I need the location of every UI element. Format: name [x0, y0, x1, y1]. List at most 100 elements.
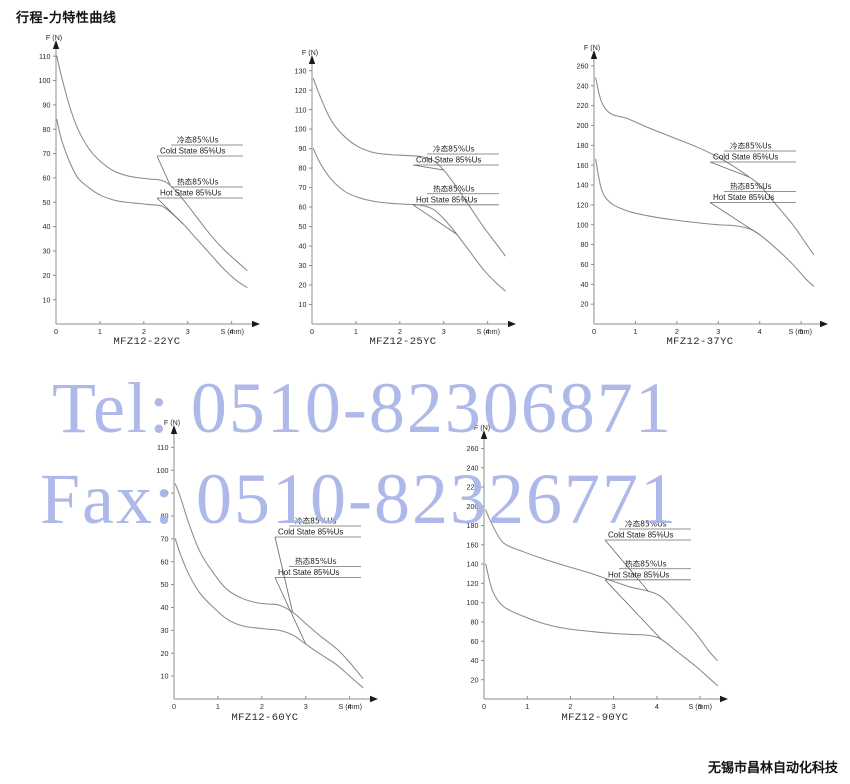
annotation-label-cn: 热态85%Us [177, 177, 219, 187]
y-tick-label: 240 [467, 463, 479, 472]
y-tick-label: 90 [43, 100, 51, 109]
annotation-label-cn: 热态85%Us [295, 556, 337, 566]
annotation-label-cn: 冷态85%Us [625, 519, 667, 529]
x-tick-label: 1 [98, 327, 102, 336]
y-tick-label: 30 [161, 626, 169, 635]
y-tick-label: 60 [299, 203, 307, 212]
x-axis-arrow [370, 695, 378, 703]
curve-hot-state [485, 563, 718, 687]
annotation-cold-state: 冷态85%Us Cold State 85%Us [412, 144, 499, 171]
y-tick-label: 200 [577, 121, 589, 130]
chart-caption-mfz12-60yc: MFZ12-60YC [231, 712, 299, 724]
chart-caption-mfz12-22yc: MFZ12-22YC [113, 336, 181, 348]
curve-cold-state [595, 77, 815, 256]
x-tick-label: 3 [442, 327, 446, 336]
annotation-hot-state: 热态85%Us Hot State 85%Us [412, 183, 499, 235]
x-tick-label: 2 [675, 327, 679, 336]
x-tick-label: 2 [260, 702, 264, 711]
y-tick-label: 200 [467, 502, 479, 511]
y-tick-label: 100 [295, 125, 307, 134]
y-tick-label: 50 [299, 222, 307, 231]
y-tick-label: 100 [467, 598, 479, 607]
x-tick-label: 0 [310, 327, 314, 336]
annotation-label-en: Cold State 85%Us [416, 156, 481, 165]
annotation-label-cn: 热态85%Us [730, 181, 772, 191]
y-tick-label: 120 [577, 200, 589, 209]
annotation-label-cn: 热态85%Us [433, 183, 475, 193]
y-tick-label: 80 [299, 164, 307, 173]
y-tick-label: 20 [471, 675, 479, 684]
page-title: 行程-力特性曲线 [16, 11, 117, 26]
curve-hot-state [312, 148, 506, 292]
x-tick-label: 1 [354, 327, 358, 336]
x-tick-label: 1 [525, 702, 529, 711]
y-tick-label: 60 [471, 637, 479, 646]
x-tick-label: 1 [216, 702, 220, 711]
x-axis-title: S (mm) [476, 327, 500, 336]
y-axis-arrow [308, 55, 316, 64]
y-tick-label: 50 [161, 580, 169, 589]
y-axis-title: F (N) [474, 423, 490, 432]
annotation-label-en: Hot State 85%Us [416, 195, 477, 204]
y-tick-label: 240 [577, 81, 589, 90]
curve-hot-state [56, 118, 248, 289]
chart-mfz12-60yc: 10 20 30 40 50 60 70 80 90 100 110 0 1 2 3 4 F (N) S (mm)… [140, 415, 390, 725]
x-tick-label: 2 [398, 327, 402, 336]
y-tick-label: 70 [43, 149, 51, 158]
x-axis-title: S (mm) [220, 327, 244, 336]
y-tick-label: 100 [39, 76, 51, 85]
x-axis-title: S (mm) [688, 702, 712, 711]
y-tick-label: 10 [161, 672, 169, 681]
x-tick-label: 2 [142, 327, 146, 336]
y-tick-label: 40 [299, 242, 307, 251]
y-tick-label: 40 [43, 222, 51, 231]
y-tick-label: 60 [161, 557, 169, 566]
x-tick-label: 4 [655, 702, 659, 711]
x-tick-label: 4 [758, 327, 762, 336]
y-tick-label: 40 [161, 603, 169, 612]
annotation-label-en: Hot State 85%Us [713, 193, 774, 202]
annotation-label-cn: 热态85%Us [625, 558, 667, 568]
x-tick-label: 3 [612, 702, 616, 711]
annotation-label-en: Cold State 85%Us [713, 153, 778, 162]
y-tick-label: 20 [161, 649, 169, 658]
x-tick-label: 3 [304, 702, 308, 711]
annotation-cold-state: 冷态85%Us Cold State 85%Us [604, 519, 691, 592]
y-tick-label: 160 [467, 540, 479, 549]
y-tick-label: 20 [299, 281, 307, 290]
y-axis-title: F (N) [164, 418, 180, 427]
y-tick-label: 180 [577, 141, 589, 150]
y-tick-label: 80 [581, 240, 589, 249]
chart-caption-mfz12-90yc: MFZ12-90YC [561, 712, 629, 724]
annotation-hot-state: 热态85%Us Hot State 85%Us [709, 181, 796, 236]
curve-hot-state [174, 538, 364, 689]
chart-mfz12-25yc: 10 20 30 40 50 60 70 80 90 100 110 120 130 0 1 2 3 4 F (N)… [278, 45, 528, 350]
y-axis-arrow [52, 40, 60, 49]
annotation-cold-state: 冷态85%Us Cold State 85%Us [274, 516, 361, 613]
annotation-label-cn: 冷态85%Us [730, 141, 772, 151]
x-tick-label: 2 [568, 702, 572, 711]
x-axis-arrow [820, 320, 828, 328]
y-tick-label: 80 [161, 512, 169, 521]
x-tick-label: 4 [486, 327, 490, 336]
y-tick-label: 80 [43, 125, 51, 134]
curve-cold-state [312, 77, 506, 257]
x-tick-label: 5 [799, 327, 803, 336]
y-axis-arrow [170, 425, 178, 434]
x-tick-label: 5 [698, 702, 702, 711]
y-tick-label: 70 [299, 183, 307, 192]
y-tick-label: 220 [577, 101, 589, 110]
x-axis-title: S (mm) [788, 327, 812, 336]
annotation-label-en: Hot State 85%Us [160, 189, 221, 198]
y-tick-label: 20 [43, 271, 51, 280]
chart-caption-mfz12-37yc: MFZ12-37YC [666, 336, 734, 348]
curve-cold-state [56, 55, 248, 271]
y-tick-label: 110 [295, 105, 306, 114]
curve-cold-state [485, 509, 718, 661]
y-tick-label: 30 [299, 261, 307, 270]
y-tick-label: 220 [467, 483, 479, 492]
y-tick-label: 60 [581, 260, 589, 269]
x-tick-label: 4 [230, 327, 234, 336]
annotation-label-en: Hot State 85%Us [608, 570, 669, 579]
x-tick-label: 1 [633, 327, 637, 336]
